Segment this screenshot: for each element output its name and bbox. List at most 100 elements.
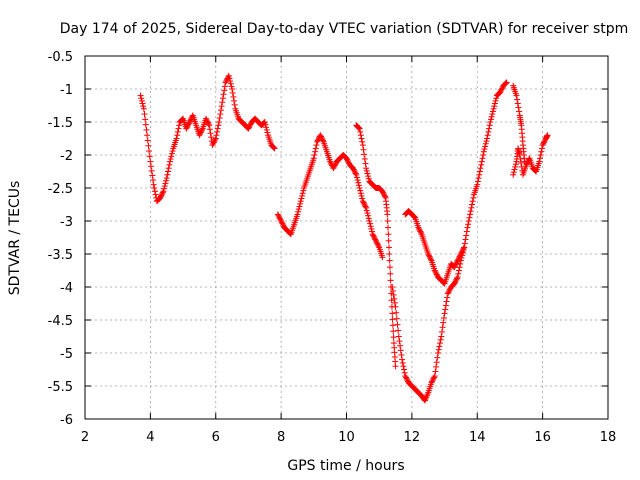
data-point: [264, 129, 271, 136]
data-point: [457, 260, 464, 267]
y-tick-label: -2: [60, 149, 73, 164]
data-point: [140, 103, 147, 110]
data-point: [219, 95, 226, 102]
data-point: [477, 165, 484, 172]
data-point: [397, 347, 404, 354]
data-point: [467, 211, 474, 218]
data-point: [397, 342, 404, 349]
data-point: [446, 287, 453, 294]
data-point: [388, 297, 395, 304]
data-point: [380, 190, 387, 197]
data-point: [146, 148, 153, 155]
data-point: [514, 100, 521, 107]
data-point: [166, 158, 173, 165]
data-point: [174, 132, 181, 139]
data-point: [372, 237, 379, 244]
data-point: [139, 100, 146, 107]
data-point: [215, 122, 222, 129]
x-tick-label: 6: [212, 430, 220, 445]
data-point: [318, 134, 325, 141]
data-point: [278, 219, 285, 226]
data-point: [207, 130, 214, 137]
data-point: [432, 268, 439, 275]
data-point: [359, 142, 366, 149]
data-point: [452, 261, 459, 268]
data-point: [151, 185, 158, 191]
data-point: [523, 161, 530, 168]
data-point: [319, 136, 326, 143]
data-point: [296, 203, 303, 210]
data-point: [497, 89, 504, 96]
data-point: [213, 132, 220, 139]
data-point: [310, 155, 317, 162]
data-point: [430, 375, 437, 382]
data-point: [418, 229, 425, 236]
data-point: [401, 366, 408, 373]
data-point: [515, 104, 522, 111]
data-point: [399, 359, 406, 366]
data-point: [355, 182, 362, 189]
data-point: [184, 122, 191, 129]
data-point: [359, 138, 366, 145]
plot-frame: [84, 55, 609, 420]
data-point: [151, 188, 158, 195]
data-point: [541, 138, 548, 145]
data-point: [442, 302, 449, 309]
data-point: [295, 206, 302, 213]
data-point: [230, 93, 237, 100]
data-point: [441, 310, 448, 317]
data-point: [367, 223, 374, 230]
data-point: [186, 119, 193, 125]
data-point: [429, 378, 436, 385]
data-point: [228, 83, 235, 90]
data-point: [476, 171, 483, 178]
data-point: [538, 145, 545, 152]
data-point: [143, 126, 150, 133]
data-point: [454, 274, 461, 281]
data-series: [137, 72, 551, 404]
data-point: [384, 218, 391, 224]
y-tick-label: -2.5: [48, 182, 73, 197]
data-point: [365, 215, 372, 222]
data-point: [440, 319, 447, 326]
data-point: [518, 159, 525, 166]
data-point: [204, 118, 211, 125]
data-point: [148, 163, 155, 170]
data-point: [168, 153, 175, 160]
data-point: [484, 132, 491, 139]
data-point: [160, 188, 167, 195]
data-point: [440, 315, 447, 322]
data-point: [517, 155, 524, 162]
data-point: [344, 156, 351, 163]
data-point: [374, 240, 381, 247]
data-point: [425, 251, 432, 257]
data-point: [478, 158, 485, 165]
data-point: [331, 163, 338, 170]
x-tick-label: 4: [146, 430, 154, 445]
data-point: [539, 142, 546, 149]
data-point: [221, 83, 228, 90]
data-point: [148, 167, 155, 174]
data-point: [300, 187, 307, 194]
data-point: [314, 138, 321, 145]
data-point: [379, 254, 386, 261]
data-point: [433, 359, 440, 366]
data-point: [460, 245, 467, 252]
data-point: [491, 103, 498, 110]
data-point: [537, 152, 544, 158]
data-point: [456, 253, 463, 260]
data-point: [298, 195, 305, 202]
data-point: [163, 177, 170, 184]
data-point: [540, 139, 547, 146]
y-tick-label: -0.5: [48, 50, 73, 65]
data-point: [433, 271, 440, 278]
data-point: [434, 354, 441, 361]
data-point: [396, 338, 403, 345]
data-point: [443, 298, 450, 305]
data-point: [481, 146, 488, 153]
data-point: [364, 210, 371, 217]
data-point: [214, 128, 221, 135]
data-point: [415, 224, 422, 231]
data-point: [294, 211, 301, 218]
data-point: [344, 157, 351, 164]
